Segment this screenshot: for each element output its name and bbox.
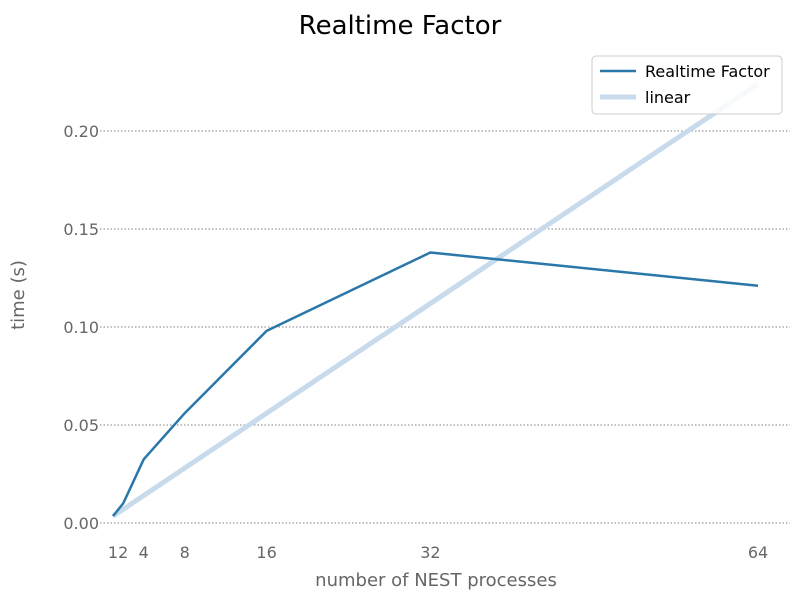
y-tick-label: 0.20 [63, 122, 99, 141]
y-tick-label: 0.15 [63, 220, 99, 239]
x-tick-label: 1 [108, 543, 118, 562]
legend-label: linear [645, 88, 691, 107]
x-tick-label: 8 [180, 543, 190, 562]
x-tick-label: 32 [420, 543, 440, 562]
series-lines [111, 81, 760, 519]
x-axis-label: number of NEST processes [315, 570, 557, 591]
y-tick-label: 0.10 [63, 318, 99, 337]
legend-box [591, 55, 783, 115]
series-line-realtime-factor [112, 251, 759, 517]
chart-title: Realtime Factor [299, 11, 502, 41]
legend: Realtime Factor linear [591, 55, 783, 115]
y-axis-label: time (s) [8, 260, 29, 330]
series-line-linear [111, 81, 760, 519]
x-tick-label: 4 [139, 543, 149, 562]
x-tick-label: 2 [118, 543, 128, 562]
x-tick-label: 16 [256, 543, 276, 562]
y-tick-labels: 0.00 0.05 0.10 0.15 0.20 [63, 122, 99, 533]
y-tick-label: 0.00 [63, 514, 99, 533]
x-tick-labels: 1 2 4 8 16 32 64 [108, 543, 768, 562]
y-tick-label: 0.05 [63, 416, 99, 435]
grid-lines [100, 130, 790, 524]
legend-label: Realtime Factor [645, 62, 770, 81]
x-tick-label: 64 [748, 543, 768, 562]
